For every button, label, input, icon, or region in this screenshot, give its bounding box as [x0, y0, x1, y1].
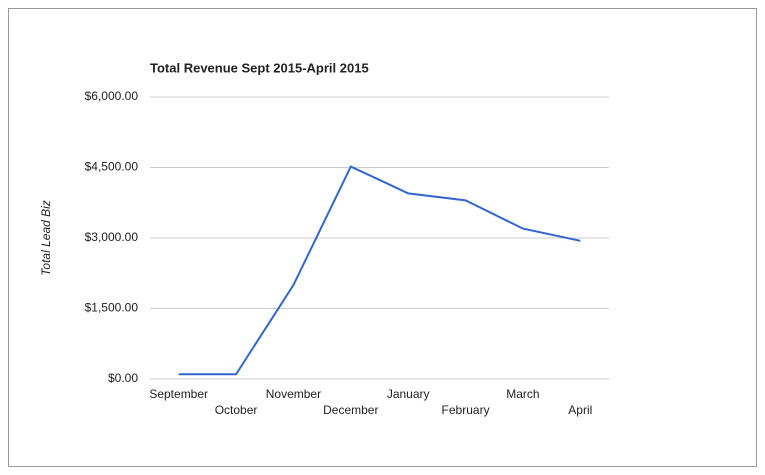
y-tick-label: $4,500.00	[85, 160, 139, 174]
x-tick-label: April	[568, 403, 592, 417]
y-tick-label: $0.00	[108, 371, 138, 385]
y-tick-label: $6,000.00	[85, 89, 139, 103]
y-tick-label: $3,000.00	[85, 230, 139, 244]
x-tick-label: January	[387, 387, 430, 401]
y-axis-label: Total Lead Biz	[39, 200, 53, 276]
x-tick-label: December	[323, 403, 378, 417]
chart-title: Total Revenue Sept 2015-April 2015	[150, 60, 369, 75]
x-tick-label: March	[506, 387, 539, 401]
x-tick-label: November	[266, 387, 321, 401]
y-tick-label: $1,500.00	[85, 301, 139, 315]
x-tick-label: February	[442, 403, 490, 417]
line	[178, 165, 581, 376]
x-tick-label: October	[215, 403, 258, 417]
x-tick-label: September	[149, 387, 208, 401]
